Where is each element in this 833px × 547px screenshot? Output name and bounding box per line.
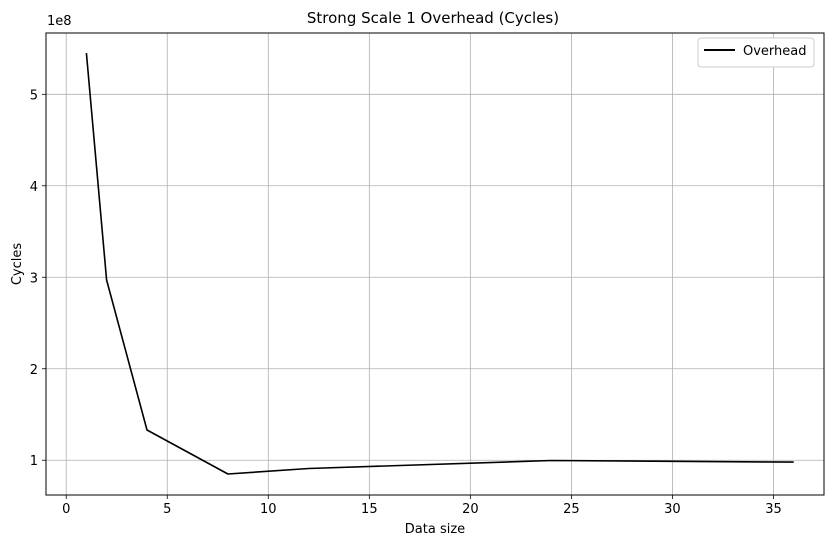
x-tick-label: 0 xyxy=(62,502,70,517)
y-tick-label: 2 xyxy=(30,363,38,378)
x-tick-label: 20 xyxy=(462,502,479,517)
x-axis-ticks: 0 5 10 15 20 25 30 35 xyxy=(62,495,782,517)
x-tick-label: 15 xyxy=(361,502,378,517)
y-tick-label: 4 xyxy=(30,180,38,195)
series-line-overhead xyxy=(85,53,794,475)
grid xyxy=(46,33,824,495)
series-layer xyxy=(85,53,794,475)
legend-box xyxy=(697,37,815,68)
y-tick-label: 3 xyxy=(30,271,38,286)
y-axis-ticks: 1 2 3 4 5 xyxy=(30,88,46,469)
chart-title: Strong Scale 1 Overhead (Cycles) xyxy=(307,9,559,27)
legend: Overhead xyxy=(697,37,815,68)
plot-area-frame xyxy=(45,32,825,496)
x-tick-label: 5 xyxy=(163,502,171,517)
y-axis-label: Cycles xyxy=(10,243,25,286)
y-tick-label: 1 xyxy=(30,454,38,469)
legend-label-overhead: Overhead xyxy=(743,44,807,59)
x-tick-label: 25 xyxy=(563,502,580,517)
y-tick-label: 5 xyxy=(30,88,38,103)
x-axis-label: Data size xyxy=(405,522,465,537)
x-tick-label: 30 xyxy=(664,502,681,517)
x-tick-label: 35 xyxy=(765,502,782,517)
x-tick-label: 10 xyxy=(260,502,277,517)
y-axis-scale-label: 1e8 xyxy=(47,14,72,29)
